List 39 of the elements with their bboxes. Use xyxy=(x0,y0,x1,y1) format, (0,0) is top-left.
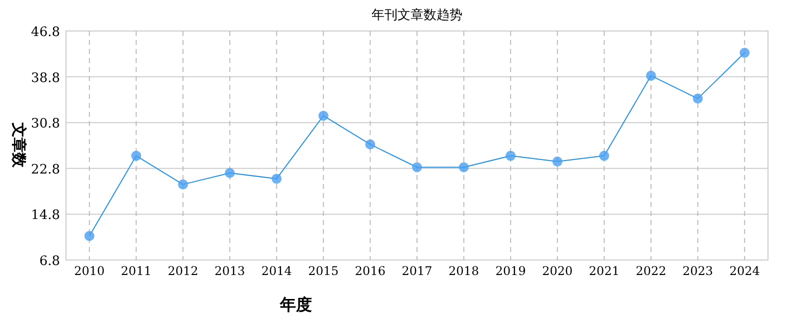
chart-title: 年刊文章数趋势 xyxy=(372,8,462,23)
x-tick-label: 2021 xyxy=(588,264,620,278)
point xyxy=(552,156,562,167)
point xyxy=(131,150,142,161)
x-tick-label: 2023 xyxy=(682,264,714,278)
x-tick-label: 2011 xyxy=(120,264,152,278)
x-tick-label: 2010 xyxy=(74,264,105,278)
x-tick-label: 2014 xyxy=(261,264,292,278)
point xyxy=(599,150,610,161)
x-tick-label: 2012 xyxy=(168,264,198,278)
x-tick-label: 2015 xyxy=(308,264,339,278)
x-tick-label: 2016 xyxy=(354,264,386,278)
point xyxy=(646,70,656,81)
x-tick-label: 2020 xyxy=(542,264,573,278)
point xyxy=(272,174,282,184)
point xyxy=(412,162,422,172)
point xyxy=(740,48,750,58)
x-tick-label: 2013 xyxy=(214,264,246,278)
x-tick-label: 2018 xyxy=(448,264,480,278)
x-tick-label: 2024 xyxy=(729,264,760,278)
y-tick-label: 14.8 xyxy=(31,208,60,224)
point xyxy=(458,162,469,172)
y-axis-title: 文章数 xyxy=(10,122,28,168)
x-tick-label: 2017 xyxy=(402,264,432,278)
y-tick-label: 6.8 xyxy=(39,254,60,269)
point xyxy=(365,139,376,150)
x-tick-label: 2022 xyxy=(636,264,666,278)
y-tick-label: 30.8 xyxy=(31,116,60,132)
point xyxy=(84,230,94,241)
x-axis-title: 年度 xyxy=(279,295,312,314)
y-tick-label: 22.8 xyxy=(31,162,60,178)
y-tick-label: 46.8 xyxy=(31,25,60,40)
point xyxy=(178,179,188,190)
point xyxy=(318,110,328,121)
point xyxy=(692,94,703,104)
x-tick-label: 2019 xyxy=(495,264,526,278)
y-tick-label: 38.8 xyxy=(31,70,60,86)
point xyxy=(506,150,516,161)
point xyxy=(224,168,235,178)
